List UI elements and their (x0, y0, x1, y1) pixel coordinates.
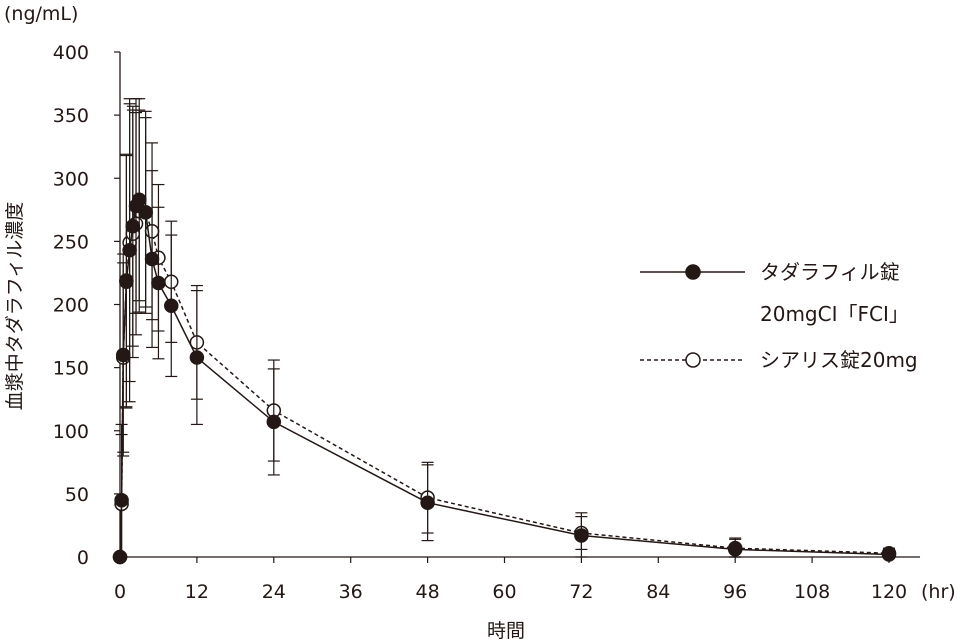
data-point (420, 495, 435, 510)
series-line (119, 198, 890, 558)
data-point (151, 275, 166, 291)
series-line (119, 210, 890, 558)
data-point (112, 549, 128, 565)
data-point (574, 528, 589, 543)
data-point (119, 274, 134, 290)
x-tick-label: 84 (646, 581, 670, 603)
x-axis-unit: (hr) (921, 581, 956, 603)
data-point (189, 350, 205, 365)
x-tick-label: 96 (723, 581, 747, 603)
data-point (266, 414, 282, 430)
legend: タダラフィル錠 20mgCI「FCI」 シアリス錠20mg (640, 260, 918, 372)
y-tick-label: 200 (53, 295, 89, 317)
series-cialis (112, 103, 897, 565)
data-point (144, 251, 160, 267)
x-tick-label: 120 (871, 581, 907, 603)
data-point (881, 547, 897, 562)
y-tick-label: 250 (53, 231, 89, 253)
x-tick-label: 72 (569, 581, 593, 603)
y-axis-unit: (ng/mL) (4, 3, 78, 25)
y-tick-label: 400 (53, 42, 89, 64)
x-ticks: 0 12 24 36 48 60 72 84 96 108 120 (114, 557, 907, 603)
x-tick-label: 12 (185, 581, 209, 603)
x-tick-label: 48 (416, 581, 440, 603)
data-point (131, 192, 147, 207)
y-axis-title: 血漿中タダラフィル濃度 (4, 202, 26, 411)
legend-entry-cialis: シアリス錠20mg (640, 348, 918, 372)
y-tick-label: 150 (53, 358, 89, 380)
data-point (122, 242, 137, 258)
legend-marker-open (685, 352, 701, 368)
x-tick-label: 24 (262, 581, 286, 603)
data-point (138, 205, 153, 220)
data-point (125, 218, 141, 234)
legend-label-cialis: シアリス錠20mg (760, 348, 918, 372)
data-point (727, 542, 743, 557)
y-tick-label: 350 (53, 105, 89, 127)
legend-marker-filled (685, 264, 701, 280)
y-tick-label: 0 (77, 547, 89, 569)
y-ticks: 0 50 100 150 200 250 300 350 400 (53, 42, 120, 569)
x-tick-label: 36 (339, 581, 363, 603)
data-point (164, 298, 179, 314)
legend-label-fci-line1: タダラフィル錠 (760, 260, 900, 284)
legend-entry-fci: タダラフィル錠 20mgCI「FCI」 (640, 260, 909, 326)
series-layer (112, 98, 897, 565)
y-tick-label: 100 (53, 421, 89, 443)
series-fci (112, 98, 897, 565)
data-point (114, 492, 129, 508)
x-axis-title: 時間 (487, 620, 525, 642)
y-tick-label: 50 (65, 484, 89, 506)
y-tick-label: 300 (53, 168, 89, 190)
x-tick-label: 0 (114, 581, 126, 603)
x-tick-label: 108 (794, 581, 830, 603)
data-point (115, 347, 131, 363)
x-tick-label: 60 (492, 581, 516, 603)
legend-label-fci-line2: 20mgCI「FCI」 (760, 302, 909, 326)
